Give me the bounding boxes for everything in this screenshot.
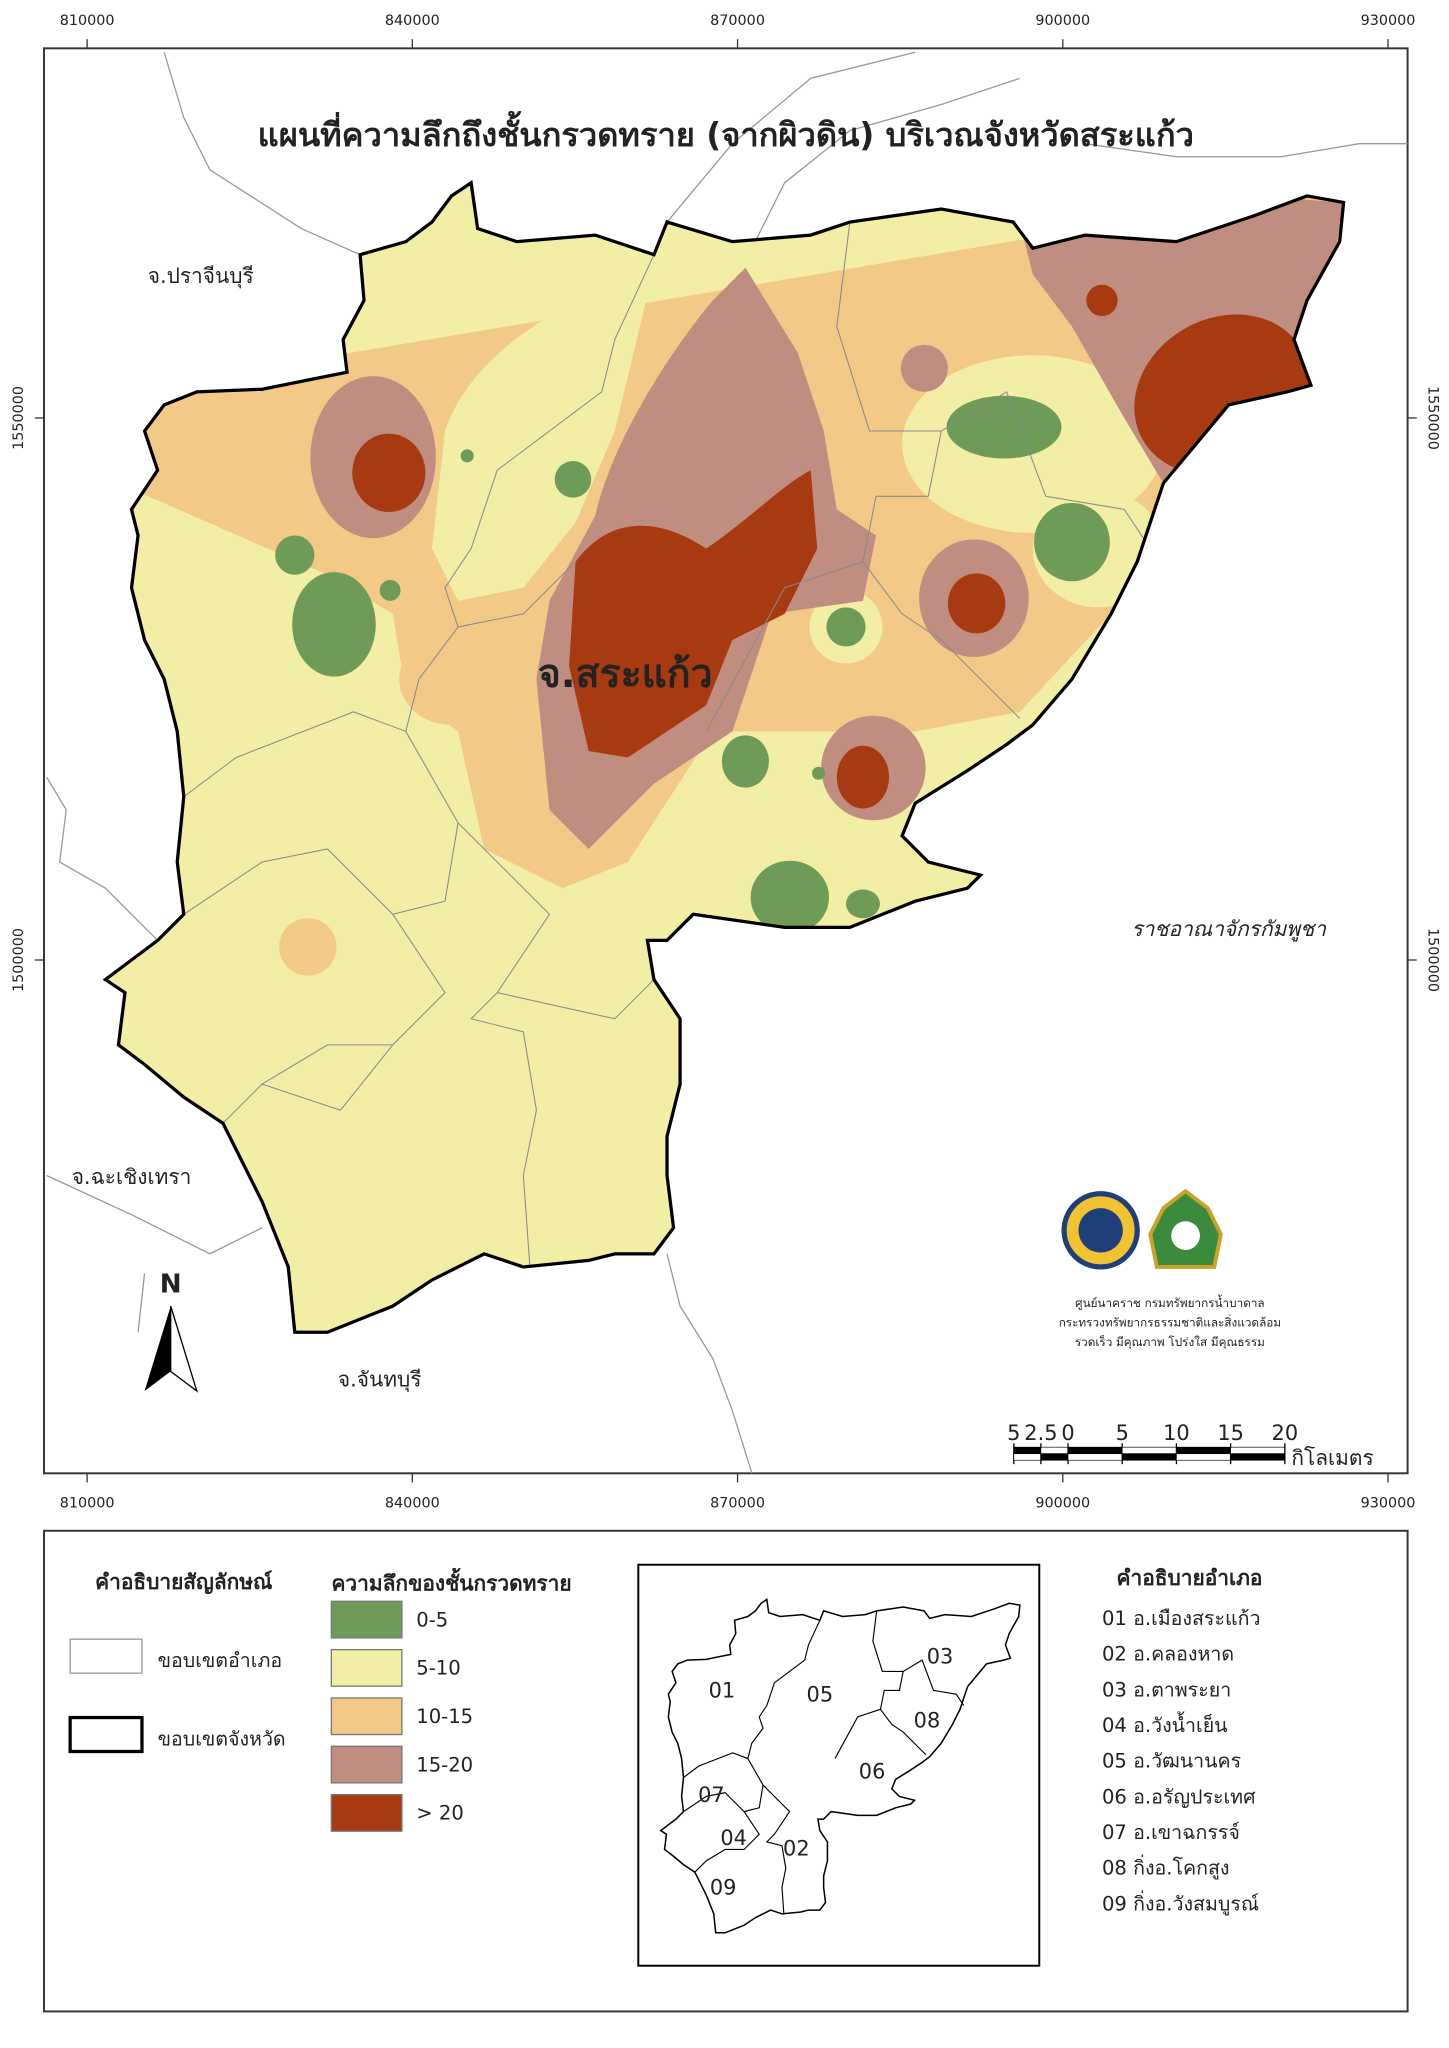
scale-segment bbox=[1230, 1453, 1286, 1461]
scale-label: 20 bbox=[1272, 1421, 1299, 1445]
scale-segment bbox=[1067, 1446, 1123, 1455]
scale-label: 2.5 bbox=[1024, 1421, 1057, 1445]
place-label: จ.ฉะเชิงเทรา bbox=[72, 1165, 192, 1189]
legend-title: คำอธิบายสัญลักษณ์ bbox=[95, 1570, 272, 1595]
scale-label: 10 bbox=[1163, 1421, 1190, 1445]
scale-unit: กิโลเมตร bbox=[1291, 1446, 1373, 1470]
legend-label: ขอบเขตอำเภอ bbox=[158, 1649, 282, 1672]
scale-label: 5 bbox=[1116, 1421, 1129, 1445]
scale-label: 15 bbox=[1217, 1421, 1244, 1445]
agency-text: ศูนย์นาคราช กรมทรัพยากรน้ำบาดาล bbox=[1075, 1294, 1264, 1311]
agency-text: รวดเร็ว มีคุณภาพ โปร่งใส มีคุณธรรม bbox=[1075, 1334, 1265, 1349]
place-label: จ.ปราจีนบุรี bbox=[148, 264, 254, 289]
legend-label: 10-15 bbox=[416, 1705, 473, 1728]
place-label: ราชอาณาจักรกัมพูชา bbox=[1131, 917, 1327, 942]
legend-label: ขอบเขตจังหวัด bbox=[158, 1727, 286, 1750]
x-coord-label: 810000 bbox=[60, 1495, 115, 1511]
map-title: แผนที่ความลึกถึงชั้นกรวดทราย (จากผิวดิน)… bbox=[258, 110, 1194, 154]
district-item: 01 อ.เมืองสระแก้ว bbox=[1102, 1607, 1260, 1630]
scale-segment bbox=[1230, 1446, 1286, 1455]
x-coord-label: 870000 bbox=[710, 1495, 765, 1511]
place-label: จ.จันทบุรี bbox=[338, 1368, 422, 1393]
inset-label: 04 bbox=[720, 1826, 747, 1850]
legend-label: 15-20 bbox=[416, 1753, 473, 1776]
district-item: 09 กิ่งอ.วังสมบูรณ์ bbox=[1102, 1890, 1259, 1916]
district-item: 08 กิ่งอ.โคกสูง bbox=[1102, 1855, 1230, 1881]
north-arrow bbox=[144, 1306, 171, 1392]
y-coord-label: 1550000 bbox=[1424, 386, 1440, 450]
neighbor-boundaries bbox=[46, 51, 1408, 1474]
depth-swatch bbox=[330, 1745, 403, 1784]
y-coord-label: 1500000 bbox=[11, 928, 27, 992]
province-swatch bbox=[68, 1715, 144, 1754]
x-coord-label: 840000 bbox=[385, 1495, 440, 1511]
depth-swatch bbox=[330, 1648, 403, 1687]
inset-label: 06 bbox=[859, 1759, 886, 1783]
scale-label: 0 bbox=[1061, 1421, 1074, 1445]
x-coord-label: 900000 bbox=[1035, 13, 1090, 29]
legend-label: 5-10 bbox=[416, 1657, 460, 1680]
y-coord-label: 1550000 bbox=[11, 386, 27, 450]
x-coord-label: 900000 bbox=[1035, 1495, 1090, 1511]
scale-label: 5 bbox=[1007, 1421, 1020, 1445]
district-item: 03 อ.ตาพระยา bbox=[1102, 1678, 1231, 1701]
depth-surface bbox=[105, 182, 1344, 1333]
place-label: จ.สระแก้ว bbox=[538, 652, 713, 697]
inset-map bbox=[660, 1598, 1021, 1934]
x-coord-label: 870000 bbox=[710, 13, 765, 29]
inset-label: 03 bbox=[927, 1644, 954, 1668]
district-swatch bbox=[69, 1638, 143, 1674]
depth-swatch bbox=[330, 1600, 403, 1639]
inset-label: 01 bbox=[709, 1678, 736, 1702]
scale-segment bbox=[1040, 1453, 1069, 1461]
inset-label: 09 bbox=[710, 1876, 737, 1900]
legend-label: > 20 bbox=[416, 1802, 464, 1825]
logos bbox=[1061, 1188, 1223, 1270]
x-coord-label: 930000 bbox=[1361, 1495, 1416, 1511]
x-coord-label: 840000 bbox=[385, 13, 440, 29]
north-label: N bbox=[160, 1270, 182, 1300]
agency-text: กระทรวงทรัพยากรธรรมชาติและสิ่งแวดล้อม bbox=[1059, 1315, 1281, 1330]
legend-label: 0-5 bbox=[416, 1608, 448, 1631]
scale-segment bbox=[1121, 1446, 1177, 1455]
district-item: 05 อ.วัฒนานคร bbox=[1102, 1750, 1241, 1773]
district-item: 02 อ.คลองหาด bbox=[1102, 1643, 1234, 1666]
north-arrow bbox=[170, 1305, 199, 1393]
legend-title: คำอธิบายอำเภอ bbox=[1117, 1566, 1263, 1590]
legend-title: ความลึกของชั้นกรวดทราย bbox=[331, 1567, 571, 1595]
scale-segment bbox=[1013, 1453, 1042, 1461]
x-coord-label: 810000 bbox=[60, 13, 115, 29]
inset-label: 05 bbox=[807, 1682, 834, 1706]
scale-segment bbox=[1121, 1453, 1177, 1461]
scale-segment bbox=[1067, 1453, 1123, 1461]
inset-label: 08 bbox=[914, 1708, 941, 1732]
y-coord-label: 1500000 bbox=[1424, 928, 1440, 992]
x-coord-label: 930000 bbox=[1361, 13, 1416, 29]
district-item: 04 อ.วังน้ำเย็น bbox=[1102, 1711, 1228, 1737]
inset-label: 02 bbox=[783, 1836, 810, 1860]
inset-label: 07 bbox=[698, 1783, 725, 1807]
scale-segment bbox=[1013, 1446, 1042, 1455]
scale-segment bbox=[1040, 1446, 1069, 1455]
depth-swatch bbox=[330, 1697, 403, 1736]
scale-segment bbox=[1176, 1453, 1231, 1461]
district-item: 06 อ.อรัญประเทศ bbox=[1102, 1785, 1256, 1808]
district-item: 07 อ.เขาฉกรรจ์ bbox=[1102, 1821, 1240, 1844]
depth-swatch bbox=[330, 1793, 403, 1832]
scale-segment bbox=[1176, 1446, 1231, 1455]
